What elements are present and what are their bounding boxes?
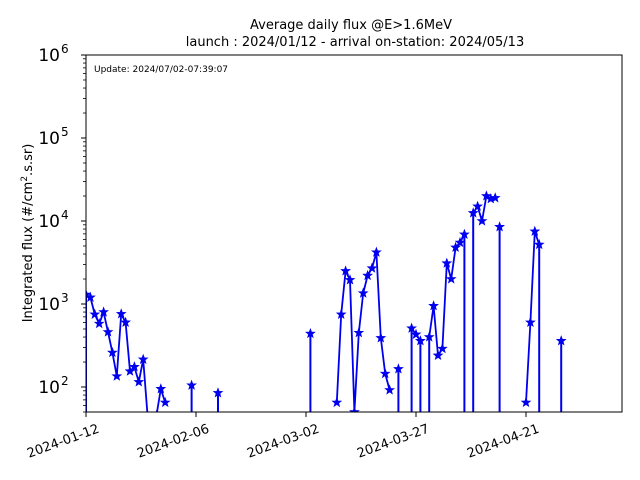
y-tick-exponent: 6 xyxy=(61,42,69,56)
data-point xyxy=(212,387,224,398)
data-point xyxy=(437,342,448,354)
data-point xyxy=(481,190,492,201)
series-line xyxy=(335,251,391,412)
x-tick-label: 2024-02-06 xyxy=(135,422,211,462)
data-point xyxy=(129,361,140,372)
data-point xyxy=(155,383,167,394)
data-point xyxy=(476,215,488,226)
data-point xyxy=(423,331,435,342)
data-point xyxy=(349,406,360,412)
data-point xyxy=(415,335,426,346)
data-point xyxy=(335,308,347,319)
data-point xyxy=(115,308,127,319)
y-tick-exponent: 4 xyxy=(61,208,69,222)
data-point xyxy=(305,327,316,339)
data-point xyxy=(107,346,118,358)
data-point xyxy=(525,316,536,328)
x-tick-label: 2024-03-02 xyxy=(245,422,321,462)
x-tick-label: 2024-03-27 xyxy=(355,422,431,462)
y-tick-label: 10 xyxy=(38,295,60,315)
data-point xyxy=(529,225,541,236)
data-point xyxy=(432,349,444,361)
y-tick-label: 10 xyxy=(38,46,60,66)
data-point xyxy=(520,396,532,408)
plot-clip-group xyxy=(86,190,567,412)
data-point xyxy=(86,291,96,303)
y-tick-label: 10 xyxy=(38,129,60,149)
data-point xyxy=(472,200,483,211)
y-tick-label: 10 xyxy=(38,212,60,232)
data-point xyxy=(89,308,101,319)
data-point xyxy=(353,327,365,338)
data-point xyxy=(494,221,505,232)
data-point xyxy=(393,363,404,374)
y-axis-label-sup: 2 xyxy=(20,176,30,182)
data-point xyxy=(344,274,356,285)
data-point xyxy=(379,367,391,379)
data-point xyxy=(406,322,417,333)
data-point xyxy=(362,269,373,281)
data-point xyxy=(111,370,123,381)
data-point xyxy=(186,379,197,390)
plot-area xyxy=(86,190,567,412)
data-point xyxy=(102,326,114,337)
data-point xyxy=(98,306,109,317)
y-axis-label: Integrated flux (#/cm2.s.sr) xyxy=(20,144,36,323)
x-axis: 2024-01-12 2024-02-06 2024-03-02 2024-03-27… xyxy=(25,412,541,462)
data-point xyxy=(441,257,453,268)
series-line xyxy=(428,233,466,357)
data-point xyxy=(467,207,479,218)
chart-subtitle: launch : 2024/01/12 - arrival on-station… xyxy=(186,35,524,50)
data-point xyxy=(120,316,131,328)
x-tick-label: 2024-04-21 xyxy=(465,422,541,462)
data-point xyxy=(428,300,439,311)
data-point xyxy=(331,396,343,408)
data-point xyxy=(159,396,171,408)
data-point xyxy=(375,332,387,343)
y-tick-label: 10 xyxy=(38,378,60,398)
data-point xyxy=(555,335,567,346)
data-point xyxy=(366,262,378,273)
y-tick-exponent: 3 xyxy=(61,291,69,305)
data-point xyxy=(133,376,145,387)
y-tick-exponent: 2 xyxy=(61,374,69,388)
chart-title: Average daily flux @E>1.6MeV xyxy=(250,18,452,33)
y-axis-label-main: Integrated flux (#/cm xyxy=(21,182,36,323)
data-point xyxy=(357,287,369,298)
series-line xyxy=(525,230,541,403)
y-tick-exponent: 5 xyxy=(61,125,69,139)
data-point xyxy=(137,353,149,364)
y-axis-label-tail: .s.sr) xyxy=(21,144,36,176)
data-point xyxy=(445,273,457,284)
data-point xyxy=(454,236,466,248)
update-annotation: Update: 2024/07/02-07:39:07 xyxy=(94,65,228,75)
data-point xyxy=(93,317,105,329)
data-point xyxy=(459,228,470,239)
data-point xyxy=(410,328,422,340)
x-tick-label: 2024-01-12 xyxy=(25,422,101,462)
plot-frame xyxy=(85,54,623,413)
data-point xyxy=(371,246,382,257)
data-point xyxy=(533,238,545,250)
data-point xyxy=(489,192,501,203)
data-point xyxy=(340,265,351,276)
data-point xyxy=(384,384,395,395)
data-point xyxy=(450,241,461,253)
